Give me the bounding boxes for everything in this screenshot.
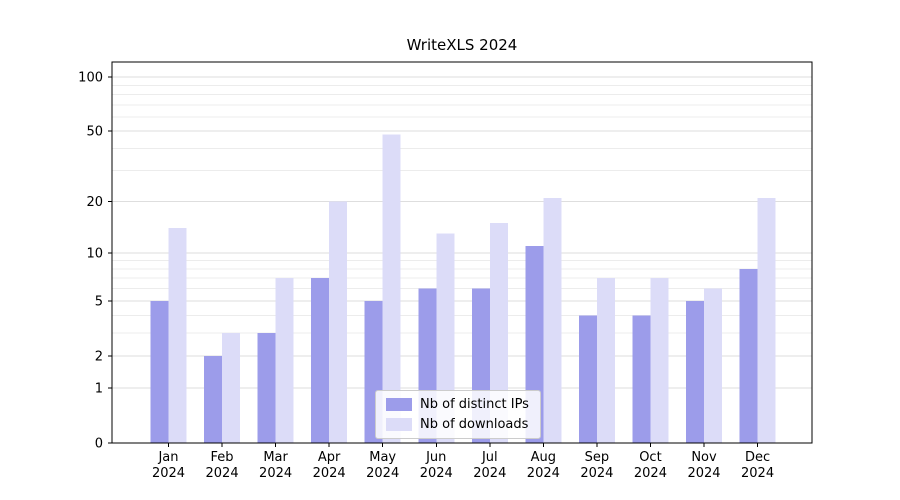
y-tick-label: 2 <box>95 349 103 364</box>
bar-downloads-May <box>382 134 401 443</box>
legend-swatch-distinct-ips-icon <box>386 398 412 411</box>
y-tick-label: 50 <box>86 125 103 140</box>
x-tick-label-year: 2024 <box>313 466 346 481</box>
x-tick-label-year: 2024 <box>527 466 560 481</box>
x-tick-label-year: 2024 <box>473 466 506 481</box>
x-tick-label-year: 2024 <box>741 466 774 481</box>
bar-downloads-Jan <box>168 228 187 443</box>
legend-item-downloads: Nb of downloads <box>386 417 530 432</box>
x-tick-label-month: Dec <box>745 450 770 465</box>
bar-distinct-ips-Dec <box>739 268 758 443</box>
x-tick-label-month: Nov <box>691 450 717 465</box>
bar-distinct-ips-Mar <box>257 333 276 443</box>
bar-downloads-Oct <box>650 278 669 443</box>
y-tick-label: 1 <box>95 382 103 397</box>
bar-downloads-Nov <box>704 288 722 443</box>
y-tick-label: 5 <box>95 294 103 309</box>
chart-title: WriteXLS 2024 <box>406 36 518 54</box>
x-tick-label-year: 2024 <box>634 466 667 481</box>
x-tick-label-month: Mar <box>263 450 288 465</box>
x-tick-label-year: 2024 <box>420 466 453 481</box>
bar-downloads-Aug <box>543 197 562 443</box>
bar-downloads-Feb <box>222 333 241 443</box>
bar-downloads-Jul <box>489 223 508 443</box>
bar-distinct-ips-Oct <box>632 315 651 443</box>
x-tick-label-year: 2024 <box>687 466 720 481</box>
bar-distinct-ips-Jan <box>150 300 169 443</box>
x-tick-label-month: Oct <box>639 450 661 465</box>
y-tick-label: 20 <box>86 195 103 210</box>
bar-downloads-Apr <box>329 201 348 443</box>
x-tick-label-month: Jul <box>481 450 498 465</box>
x-tick-label-month: Apr <box>318 450 341 465</box>
bar-distinct-ips-Feb <box>204 355 223 443</box>
x-tick-label-month: Jan <box>157 450 178 465</box>
x-tick-label-year: 2024 <box>152 466 185 481</box>
bar-downloads-Sep <box>596 278 615 443</box>
x-tick-label-month: Jun <box>425 450 446 465</box>
bar-downloads-Dec <box>757 197 776 443</box>
bar-distinct-ips-Sep <box>578 315 597 443</box>
legend-label-distinct-ips: Nb of distinct IPs <box>420 397 529 412</box>
x-tick-label-month: Feb <box>211 450 234 465</box>
legend-label-downloads: Nb of downloads <box>420 417 529 432</box>
x-tick-label-year: 2024 <box>259 466 292 481</box>
x-tick-label-year: 2024 <box>366 466 399 481</box>
y-tick-label: 10 <box>86 246 103 261</box>
legend-swatch-downloads-icon <box>386 418 412 431</box>
y-tick-label: 0 <box>95 437 103 452</box>
x-tick-label-month: Sep <box>585 450 610 465</box>
bar-distinct-ips-Nov <box>686 300 704 443</box>
x-tick-label-month: May <box>369 450 396 465</box>
x-tick-label-year: 2024 <box>580 466 613 481</box>
x-tick-label-month: Aug <box>531 450 556 465</box>
x-tick-label-year: 2024 <box>206 466 239 481</box>
legend: Nb of distinct IPs Nb of downloads <box>375 390 541 439</box>
legend-item-distinct-ips: Nb of distinct IPs <box>386 397 530 412</box>
bar-downloads-Mar <box>275 278 294 443</box>
y-tick-label: 100 <box>78 71 103 86</box>
bar-distinct-ips-Apr <box>311 278 330 443</box>
